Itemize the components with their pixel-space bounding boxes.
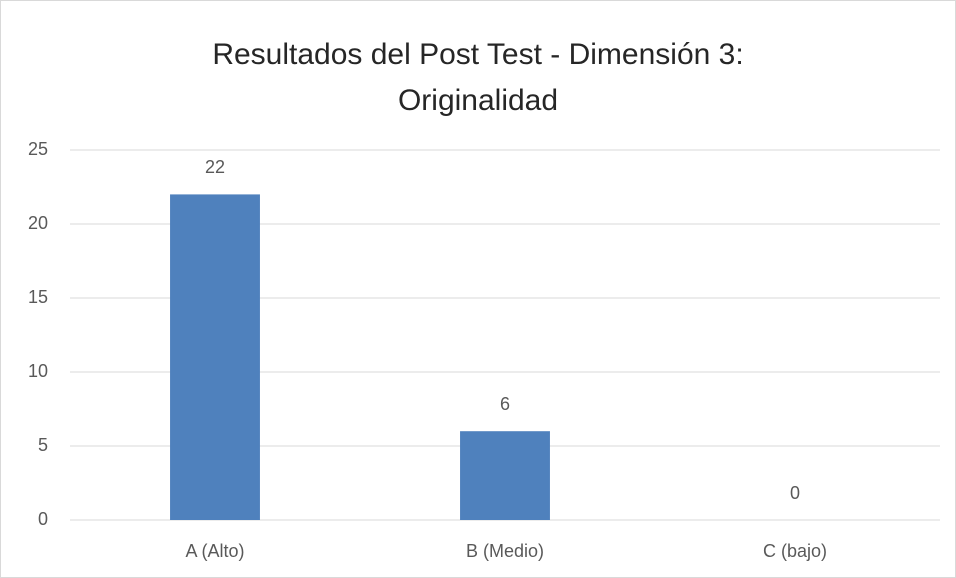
y-tick-label: 15 bbox=[28, 287, 48, 307]
chart-title: Resultados del Post Test - Dimensión 3: … bbox=[212, 38, 744, 117]
x-tick-label: B (Medio) bbox=[466, 541, 544, 561]
y-tick-label: 0 bbox=[38, 509, 48, 529]
y-tick-label: 25 bbox=[28, 139, 48, 159]
y-tick-label: 5 bbox=[38, 435, 48, 455]
x-tick-label: C (bajo) bbox=[763, 541, 827, 561]
y-tick-label: 20 bbox=[28, 213, 48, 233]
y-tick-label: 10 bbox=[28, 361, 48, 381]
data-label: 6 bbox=[500, 394, 510, 414]
data-label: 0 bbox=[790, 483, 800, 503]
bar bbox=[460, 431, 550, 520]
data-label: 22 bbox=[205, 157, 225, 177]
x-tick-label: A (Alto) bbox=[185, 541, 244, 561]
bar bbox=[170, 194, 260, 520]
